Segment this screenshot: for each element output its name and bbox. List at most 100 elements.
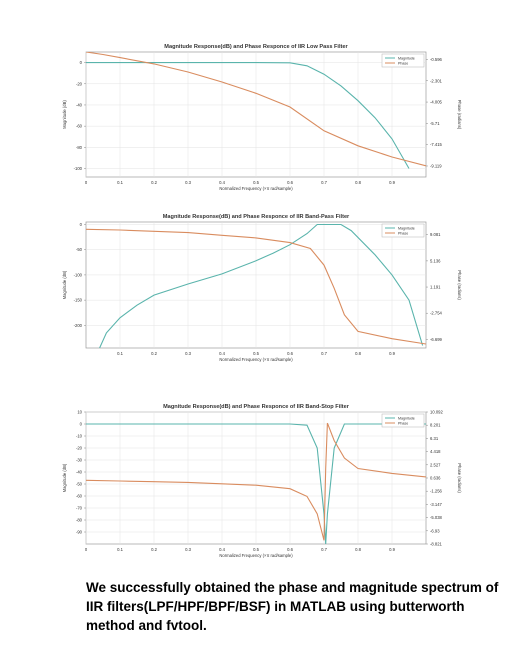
y2-tick-label: 5.136 [430, 258, 441, 263]
x-tick-label: 0.9 [389, 180, 395, 185]
x-tick-label: 0.2 [151, 180, 157, 185]
series-line-phase [86, 52, 426, 167]
y2-axis-label: Phase (radians) [457, 463, 462, 493]
caption: We successfully obtained the phase and m… [86, 580, 499, 633]
y2-tick-label: 1.191 [430, 285, 441, 290]
x-axis-label: Normalized Frequency (×π rad/sample) [219, 357, 293, 362]
y-axis-label: Magnitude (dB) [62, 463, 67, 492]
y-tick-label: -80 [76, 145, 83, 150]
y-tick-label: -50 [76, 247, 83, 252]
y2-tick-label: -6.699 [430, 337, 443, 342]
x-tick-label: 0.8 [355, 351, 361, 356]
y2-tick-label: 10.092 [430, 410, 443, 415]
y2-tick-label: -2.301 [430, 78, 443, 83]
y2-tick-label: 8.201 [430, 423, 441, 428]
x-tick-label: 0.5 [253, 351, 259, 356]
y-tick-label: -30 [76, 458, 83, 463]
y2-tick-label: -9.119 [430, 163, 442, 168]
y-tick-label: -100 [74, 272, 83, 277]
y2-axis-label: Phase (radians) [457, 270, 462, 300]
y-tick-label: 0 [80, 222, 83, 227]
chart-bandstop-svg: Magnitude Response(dB) and Phase Responc… [62, 404, 462, 558]
y-tick-label: -20 [76, 446, 83, 451]
series-line-magnitude [86, 423, 426, 544]
chart-bandstop: Magnitude Response(dB) and Phase Responc… [0, 402, 513, 574]
y-tick-label: -20 [76, 81, 83, 86]
legend-entry: Magnitude [398, 416, 415, 420]
x-tick-label: 0.6 [287, 180, 293, 185]
y-tick-label: 0 [80, 60, 83, 65]
y-tick-label: -40 [76, 470, 83, 475]
y-axis-label: Magnitude (dB) [62, 270, 67, 299]
legend-entry: Phase [398, 421, 408, 425]
x-tick-label: 0.5 [253, 547, 259, 552]
series-line-phase [86, 228, 426, 345]
chart-title: Magnitude Response(dB) and Phase Responc… [163, 404, 350, 410]
legend-box [381, 223, 425, 238]
chart-lowpass: Magnitude Response(dB) and Phase Responc… [0, 32, 513, 207]
y2-axis-label: Phase (radians) [457, 100, 462, 130]
x-tick-label: 0 [85, 180, 88, 185]
x-tick-label: 0.1 [117, 547, 123, 552]
chart-bandpass: Magnitude Response(dB) and Phase Responc… [0, 206, 513, 380]
x-tick-label: 0.7 [321, 180, 327, 185]
x-tick-label: 0.4 [219, 547, 225, 552]
y2-tick-label: -0.596 [430, 57, 443, 62]
legend-entry: Phase [398, 231, 408, 235]
y2-tick-label: -4.005 [430, 100, 443, 105]
legend-box [381, 413, 425, 428]
x-tick-label: 0.8 [355, 547, 361, 552]
y-tick-label: 10 [77, 410, 82, 415]
y2-tick-label: 4.418 [430, 449, 441, 454]
y-tick-label: -50 [76, 482, 83, 487]
legend-entry: Magnitude [398, 56, 415, 60]
x-tick-label: 0.3 [185, 351, 191, 356]
x-tick-label: 0.4 [219, 180, 225, 185]
x-tick-label: 0.3 [185, 547, 191, 552]
y2-tick-label: 2.527 [430, 462, 441, 467]
x-tick-label: 0.2 [151, 351, 157, 356]
x-tick-label: 0.9 [389, 547, 395, 552]
y2-tick-label: -8.821 [430, 542, 443, 547]
legend-box [381, 53, 425, 68]
y-tick-label: -70 [76, 506, 83, 511]
y-tick-label: -90 [76, 530, 83, 535]
y-tick-label: 0 [80, 422, 83, 427]
x-tick-label: 0 [85, 547, 88, 552]
series-line-magnitude [99, 223, 424, 348]
legend-entry: Phase [398, 61, 408, 65]
x-tick-label: 0.1 [117, 180, 123, 185]
x-axis-label: Normalized Frequency (×π rad/sample) [219, 186, 293, 191]
x-tick-label: 0.7 [321, 351, 327, 356]
y2-tick-label: -1.256 [430, 489, 443, 494]
y-tick-label: -200 [74, 323, 83, 328]
chart-bandpass-svg: Magnitude Response(dB) and Phase Responc… [62, 214, 462, 362]
x-tick-label: 0.8 [355, 180, 361, 185]
x-tick-label: 0.7 [321, 547, 327, 552]
x-tick-label: 0.5 [253, 180, 259, 185]
x-tick-label: 0.2 [151, 547, 157, 552]
legend-entry: Magnitude [398, 226, 415, 230]
series-line-phase [86, 422, 426, 541]
y-tick-label: -40 [76, 102, 83, 107]
y-tick-label: -60 [76, 124, 83, 129]
chart-title: Magnitude Response(dB) and Phase Responc… [164, 44, 348, 50]
x-tick-label: 0.3 [185, 180, 191, 185]
y-tick-label: -60 [76, 494, 83, 499]
y2-tick-label: -7.415 [430, 142, 443, 147]
y2-tick-label: -5.71 [430, 121, 440, 126]
y2-tick-label: -5.038 [430, 515, 443, 520]
y2-tick-label: -6.93 [430, 528, 440, 533]
y-tick-label: -150 [74, 298, 83, 303]
y2-tick-label: -2.754 [430, 311, 443, 316]
y-tick-label: -100 [74, 166, 83, 171]
y2-tick-label: 6.31 [430, 436, 439, 441]
series-line-magnitude [86, 62, 410, 169]
y-tick-label: -10 [76, 434, 83, 439]
x-tick-label: 0.1 [117, 351, 123, 356]
y2-tick-label: 0.636 [430, 475, 441, 480]
y2-tick-label: 9.081 [430, 232, 441, 237]
y2-tick-label: -3.147 [430, 502, 443, 507]
x-tick-label: 0.9 [389, 351, 395, 356]
